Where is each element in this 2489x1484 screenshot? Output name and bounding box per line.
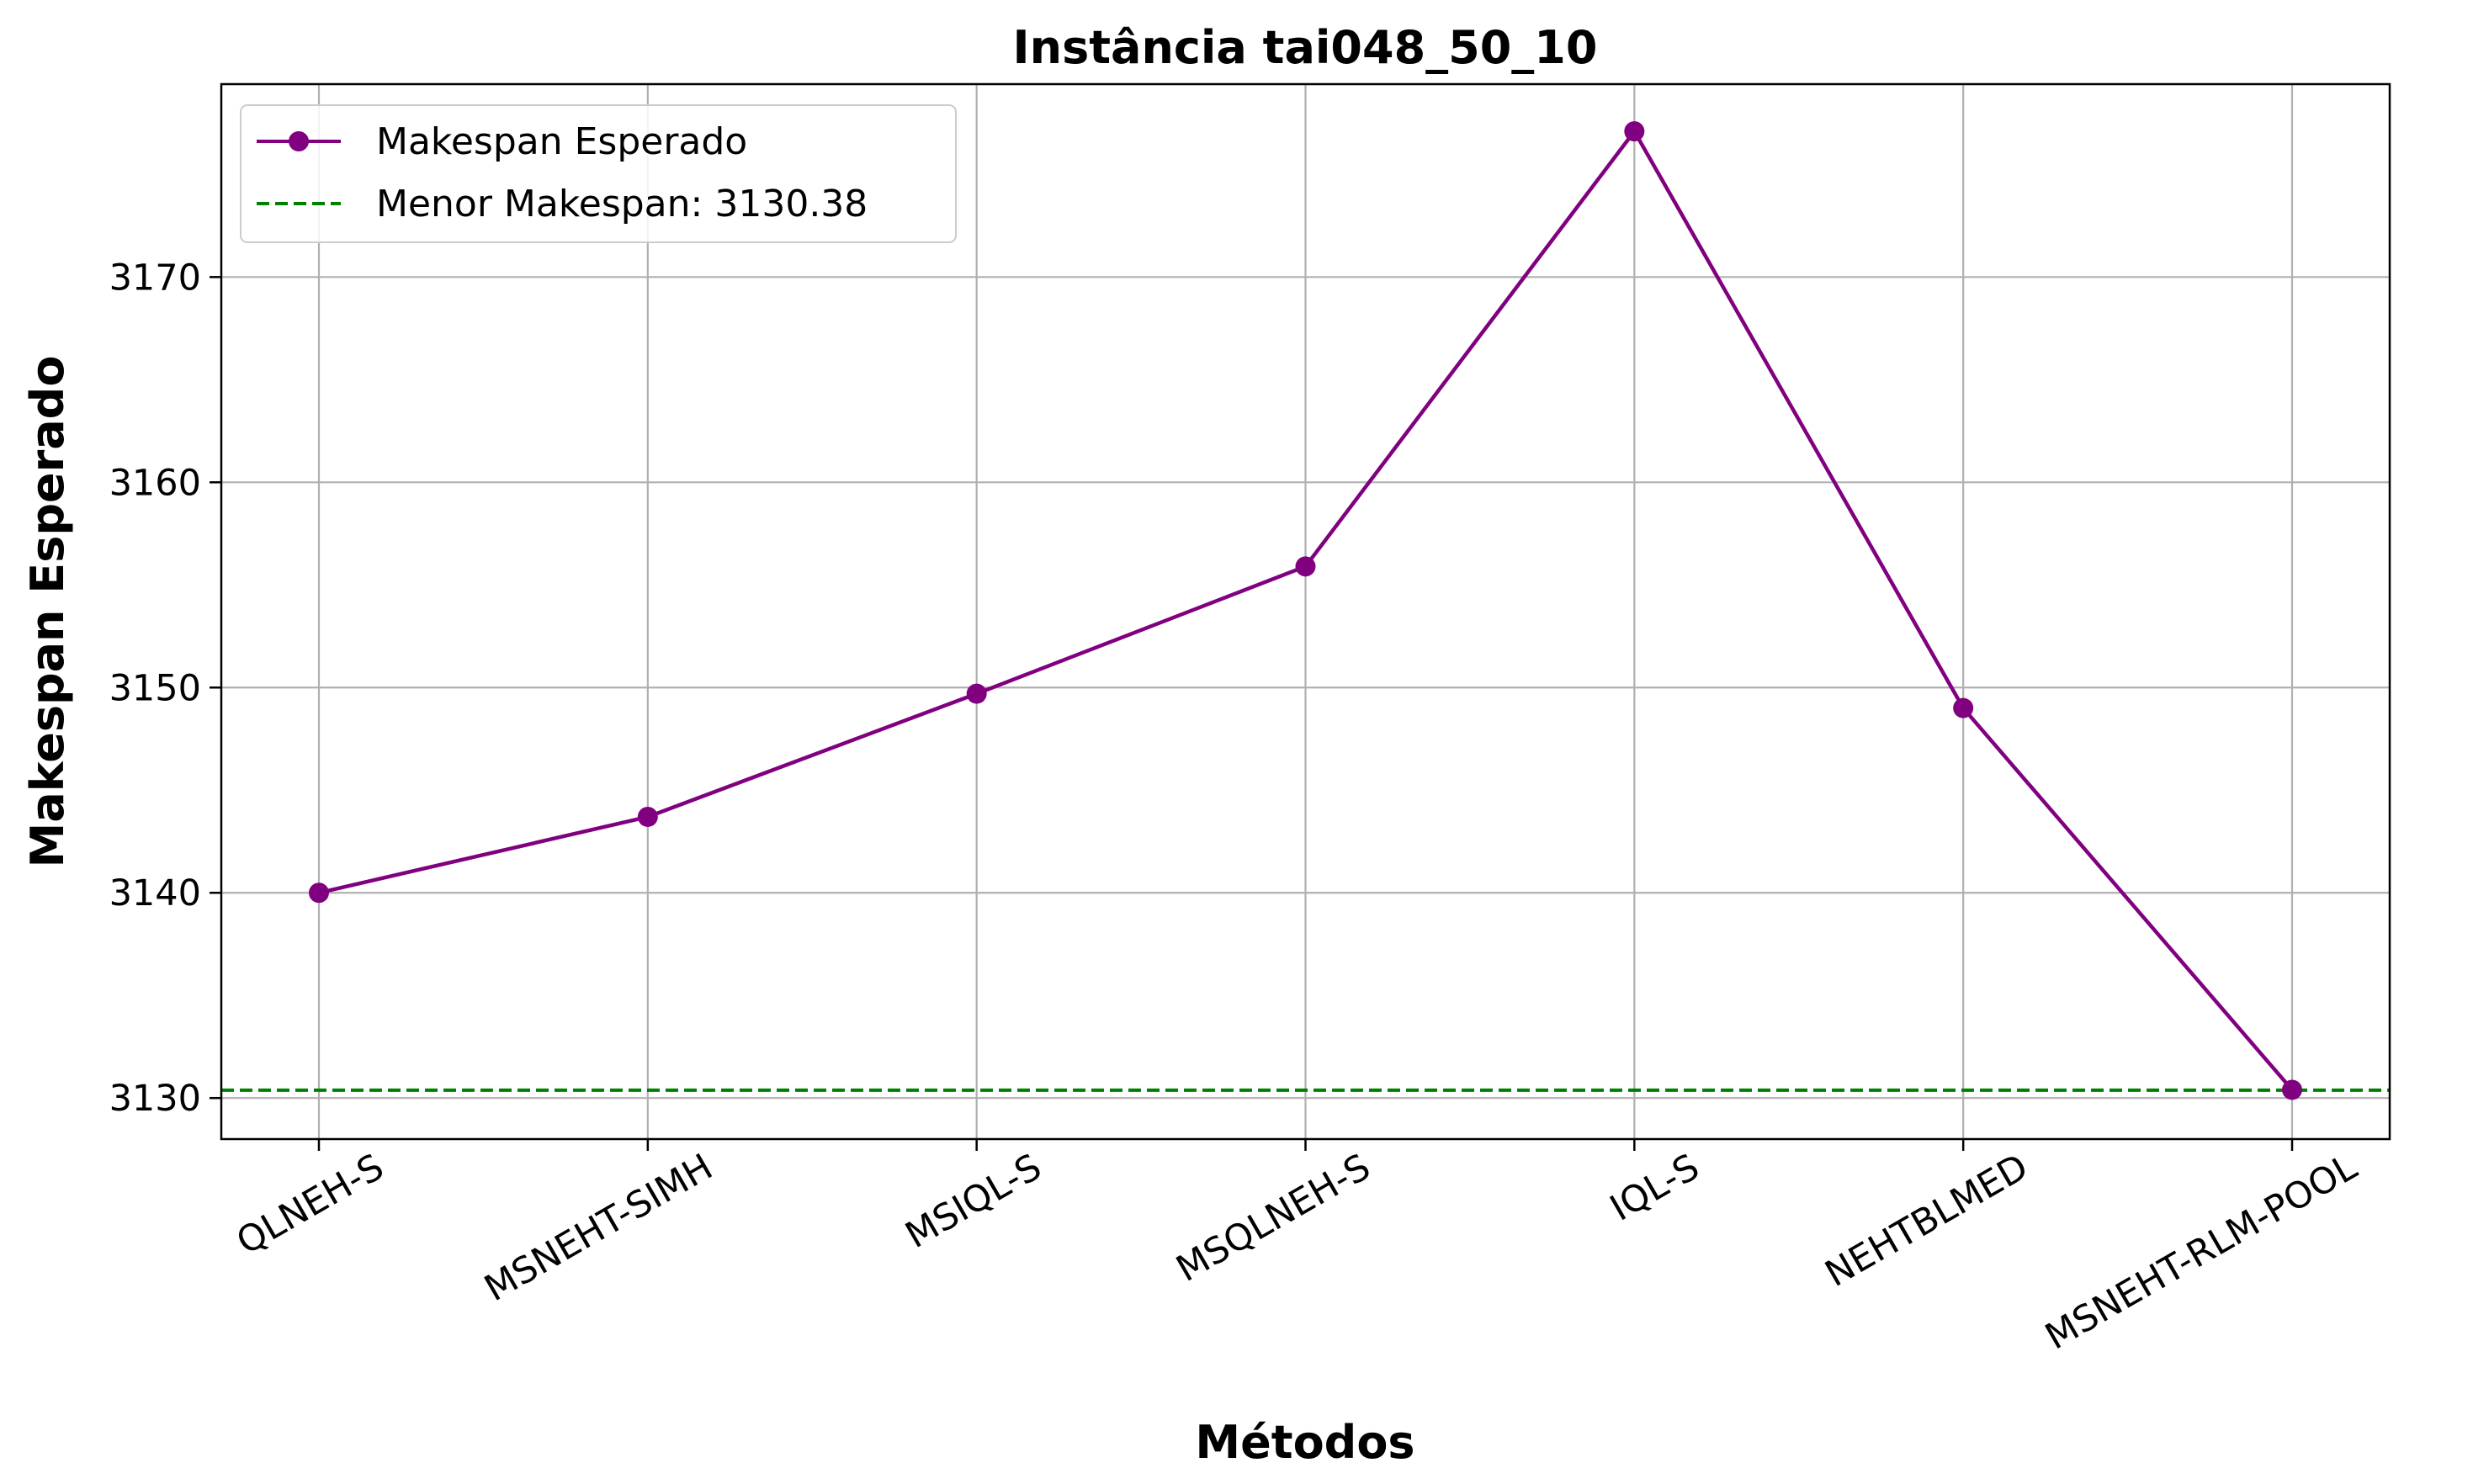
y-tick-label: 3130 bbox=[109, 1078, 201, 1120]
data-point bbox=[1953, 697, 1974, 718]
grid bbox=[221, 84, 2390, 1139]
data-point bbox=[1295, 556, 1316, 577]
data-point bbox=[309, 882, 329, 904]
y-tick-label: 3170 bbox=[109, 257, 201, 299]
data-point bbox=[2282, 1079, 2302, 1100]
data-point bbox=[1624, 121, 1645, 142]
y-axis-label: Makespan Esperado bbox=[21, 356, 74, 868]
legend-reference-label: Menor Makespan: 3130.38 bbox=[376, 183, 868, 225]
data-point bbox=[637, 806, 658, 827]
chart-title: Instância tai048_50_10 bbox=[1013, 21, 1598, 74]
y-tick-label: 3140 bbox=[109, 872, 201, 914]
data-point bbox=[966, 683, 987, 704]
y-axis-ticks: 3130 3140 3150 3160 3170 bbox=[109, 257, 221, 1120]
y-tick-label: 3160 bbox=[109, 462, 201, 504]
legend-series-marker bbox=[289, 131, 309, 151]
y-tick-label: 3150 bbox=[109, 667, 201, 709]
legend: Makespan Esperado Menor Makespan: 3130.3… bbox=[240, 104, 957, 243]
x-axis-label: Métodos bbox=[1195, 1416, 1414, 1469]
legend-box bbox=[240, 104, 957, 243]
legend-series-label: Makespan Esperado bbox=[376, 120, 747, 163]
series-group bbox=[309, 121, 2302, 1100]
